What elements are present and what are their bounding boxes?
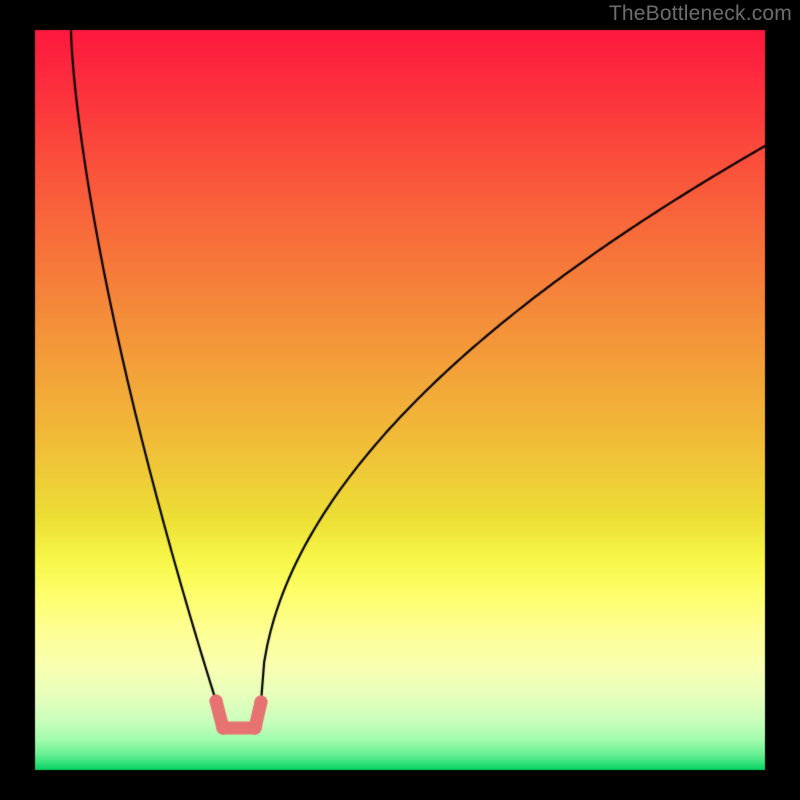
bottleneck-chart-canvas xyxy=(0,0,800,800)
watermark-text: TheBottleneck.com xyxy=(609,2,792,26)
